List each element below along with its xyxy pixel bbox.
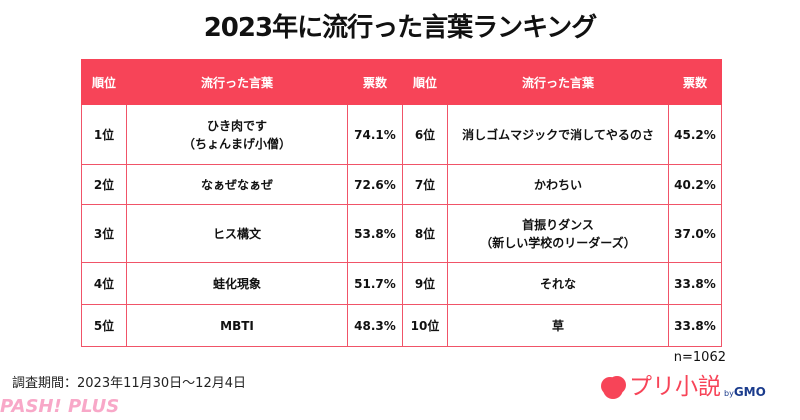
table-row: 4位 蛙化現象 51.7% 9位 それな 33.8% bbox=[81, 262, 722, 305]
percent-cell: 74.1% bbox=[347, 104, 403, 165]
percent-cell: 51.7% bbox=[347, 262, 403, 305]
rank-cell: 2位 bbox=[81, 164, 127, 205]
word-cell: 草 bbox=[447, 304, 669, 347]
watermark-logo: PASH! PLUS bbox=[0, 396, 120, 417]
word-cell: ヒス構文 bbox=[126, 204, 348, 263]
percent-cell: 33.8% bbox=[668, 262, 722, 305]
page-title: 2023年に流行った言葉ランキング bbox=[203, 13, 598, 43]
logo-name: プリ小説 bbox=[629, 374, 721, 400]
word-cell: ひき肉です （ちょんまげ小僧） bbox=[126, 104, 348, 165]
rank-cell: 9位 bbox=[402, 262, 448, 305]
sample-size: n=1062 bbox=[673, 350, 726, 365]
table-row: 1位 ひき肉です （ちょんまげ小僧） 74.1% 6位 消しゴムマジックで消してやるのさ… bbox=[81, 104, 722, 165]
word-cell: かわちい bbox=[447, 164, 669, 205]
word-cell: MBTI bbox=[126, 304, 348, 347]
header-word: 流行った言葉 bbox=[126, 59, 348, 105]
percent-cell: 72.6% bbox=[347, 164, 403, 205]
rank-cell: 1位 bbox=[81, 104, 127, 165]
brand-logo: プリ小説 by GMO bbox=[603, 375, 766, 399]
header-word: 流行った言葉 bbox=[447, 59, 669, 105]
logo-by: by bbox=[724, 389, 734, 398]
header-votes: 票数 bbox=[347, 59, 403, 105]
word-cell: なぁぜなぁぜ bbox=[126, 164, 348, 205]
header-rank: 順位 bbox=[81, 59, 127, 105]
survey-period: 調査期間：2023年11月30日〜12月4日 bbox=[12, 376, 246, 391]
word-cell: それな bbox=[447, 262, 669, 305]
table-header: 順位 流行った言葉 票数 順位 流行った言葉 票数 bbox=[81, 59, 722, 105]
word-cell: 蛙化現象 bbox=[126, 262, 348, 305]
percent-cell: 40.2% bbox=[668, 164, 722, 205]
word-cell: 首振りダンス （新しい学校のリーダーズ） bbox=[447, 204, 669, 263]
rank-cell: 10位 bbox=[402, 304, 448, 347]
table-row: 2位 なぁぜなぁぜ 72.6% 7位 かわちい 40.2% bbox=[81, 164, 722, 205]
percent-cell: 33.8% bbox=[668, 304, 722, 347]
header-votes: 票数 bbox=[668, 59, 722, 105]
header-rank: 順位 bbox=[402, 59, 448, 105]
percent-cell: 48.3% bbox=[347, 304, 403, 347]
percent-cell: 37.0% bbox=[668, 204, 722, 263]
rank-cell: 3位 bbox=[81, 204, 127, 263]
logo-company: GMO bbox=[733, 385, 766, 399]
rank-cell: 8位 bbox=[402, 204, 448, 263]
table-row: 3位 ヒス構文 53.8% 8位 首振りダンス （新しい学校のリーダーズ） 37.0% bbox=[81, 204, 722, 263]
flower-icon bbox=[603, 379, 623, 399]
percent-cell: 53.8% bbox=[347, 204, 403, 263]
rank-cell: 6位 bbox=[402, 104, 448, 165]
rank-cell: 4位 bbox=[81, 262, 127, 305]
word-cell: 消しゴムマジックで消してやるのさ bbox=[447, 104, 669, 165]
table-row: 5位 MBTI 48.3% 10位草 33.8% bbox=[81, 304, 722, 347]
ranking-table: 順位 流行った言葉 票数 順位 流行った言葉 票数 1位 ひき肉です （ちょんまげ… bbox=[81, 59, 722, 347]
percent-cell: 45.2% bbox=[668, 104, 722, 165]
rank-cell: 7位 bbox=[402, 164, 448, 205]
rank-cell: 5位 bbox=[81, 304, 127, 347]
